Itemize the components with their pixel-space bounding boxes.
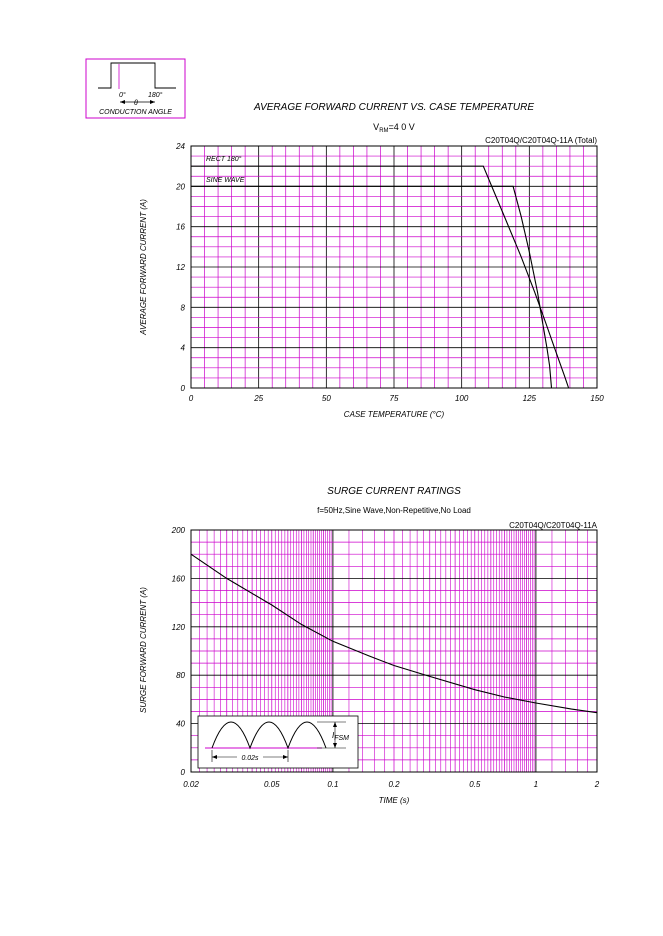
chart2-y-tick-label: 0 <box>181 768 186 777</box>
chart1-y-tick-label: 24 <box>175 142 185 151</box>
chart1-grid <box>191 146 597 388</box>
inset-period-label-bg <box>237 752 263 761</box>
chart2-y-tick-label: 80 <box>176 671 185 680</box>
angle-right-label: 180° <box>148 91 163 99</box>
chart2-part-label: C20T04Q/C20T04Q-11A <box>509 521 598 530</box>
inset-period-arrow-right <box>283 755 288 759</box>
conduction-angle-caption: CONDUCTION ANGLE <box>99 109 172 116</box>
chart1-x-tick-label: 0 <box>189 394 194 403</box>
chart2-x-tick-label: 0.1 <box>327 780 338 789</box>
inset-sine-waveform <box>211 721 327 750</box>
chart2-x-tick-label: 0.02 <box>183 780 199 789</box>
chart1-series-sine-wave <box>191 185 553 389</box>
chart1-x-tick-label: 50 <box>322 394 331 403</box>
chart2-x-tick-label: 0.5 <box>469 780 481 789</box>
surge-inset: IFSM 0.02s <box>197 715 359 769</box>
inset-ifsm-arrow-bottom <box>333 743 337 748</box>
chart1-plot-frame <box>190 145 598 389</box>
chart1-y-tick-label: 16 <box>176 223 185 232</box>
chart1-part-label: C20T04Q/C20T04Q-11A (Total) <box>485 136 597 145</box>
chart1-title: AVERAGE FORWARD CURRENT VS. CASE TEMPERA… <box>253 102 534 113</box>
chart2-x-tick-label: 2 <box>594 780 600 789</box>
conduction-box-frame <box>85 58 186 119</box>
chart2-x-tick-label: 0.05 <box>264 780 280 789</box>
chart1-y-tick-label: 12 <box>176 263 185 272</box>
chart2-x-tick-label: 0.2 <box>388 780 400 789</box>
chart1-x-tick-label: 100 <box>455 394 469 403</box>
inset-period-arrow-left <box>212 755 217 759</box>
surge-current-chart: SURGE CURRENT RATINGS f=50Hz,Sine Wave,N… <box>139 486 600 805</box>
chart1-tick-labels: 0 25 50 75 100 125 150 0 4 8 12 16 20 24 <box>175 142 604 403</box>
chart1-x-tick-label: 150 <box>590 394 604 403</box>
chart1-series-label-sine: SINE WAVE <box>206 177 245 184</box>
chart1-y-tick-label: 20 <box>175 182 185 191</box>
chart2-xlabel: TIME (s) <box>379 796 410 805</box>
chart2-x-tick-label: 1 <box>534 780 538 789</box>
avg-current-chart: AVERAGE FORWARD CURRENT VS. CASE TEMPERA… <box>139 102 604 419</box>
inset-frame <box>197 715 359 769</box>
chart2-y-tick-label: 40 <box>176 720 185 729</box>
theta-label: θ <box>134 100 138 107</box>
chart2-y-tick-label: 120 <box>172 623 186 632</box>
chart1-xlabel: CASE TEMPERATURE (°C) <box>344 410 445 419</box>
chart2-y-tick-label: 160 <box>172 574 186 583</box>
chart1-y-tick-label: 8 <box>181 303 186 312</box>
chart2-curves <box>190 553 598 714</box>
theta-arrow-left-head <box>120 100 125 104</box>
chart1-x-tick-label: 75 <box>390 394 399 403</box>
inset-ifsm-label: IFSM <box>332 731 349 742</box>
chart1-x-tick-label: 25 <box>253 394 263 403</box>
inset-period-label: 0.02s <box>241 755 259 762</box>
theta-arrow-right-head <box>150 100 155 104</box>
chart2-ylabel: SURGE FORWARD CURRENT (A) <box>139 587 148 713</box>
chart2-y-tick-label: 200 <box>171 526 186 535</box>
conduction-angle-box: 0° 180° θ CONDUCTION ANGLE <box>85 58 186 119</box>
angle-left-label: 0° <box>119 91 126 99</box>
chart2-subtitle: f=50Hz,Sine Wave,Non-Repetitive,No Load <box>317 506 471 515</box>
chart1-subtitle: VRM=4 0 V <box>373 122 415 134</box>
chart2-title: SURGE CURRENT RATINGS <box>327 486 461 497</box>
rect-pulse-waveform <box>98 62 176 89</box>
inset-ifsm-arrow-top <box>333 722 337 727</box>
chart2-plot-frame <box>190 529 598 773</box>
chart1-curves <box>191 165 570 389</box>
chart1-y-tick-label: 0 <box>181 384 186 393</box>
chart1-series-label-rect: RECT 180° <box>206 155 242 163</box>
chart1-y-tick-label: 4 <box>181 344 186 353</box>
chart1-ylabel: AVERAGE FORWARD CURRENT (A) <box>139 199 148 336</box>
chart2-surge-curve <box>190 553 598 714</box>
chart1-x-tick-label: 125 <box>523 394 537 403</box>
